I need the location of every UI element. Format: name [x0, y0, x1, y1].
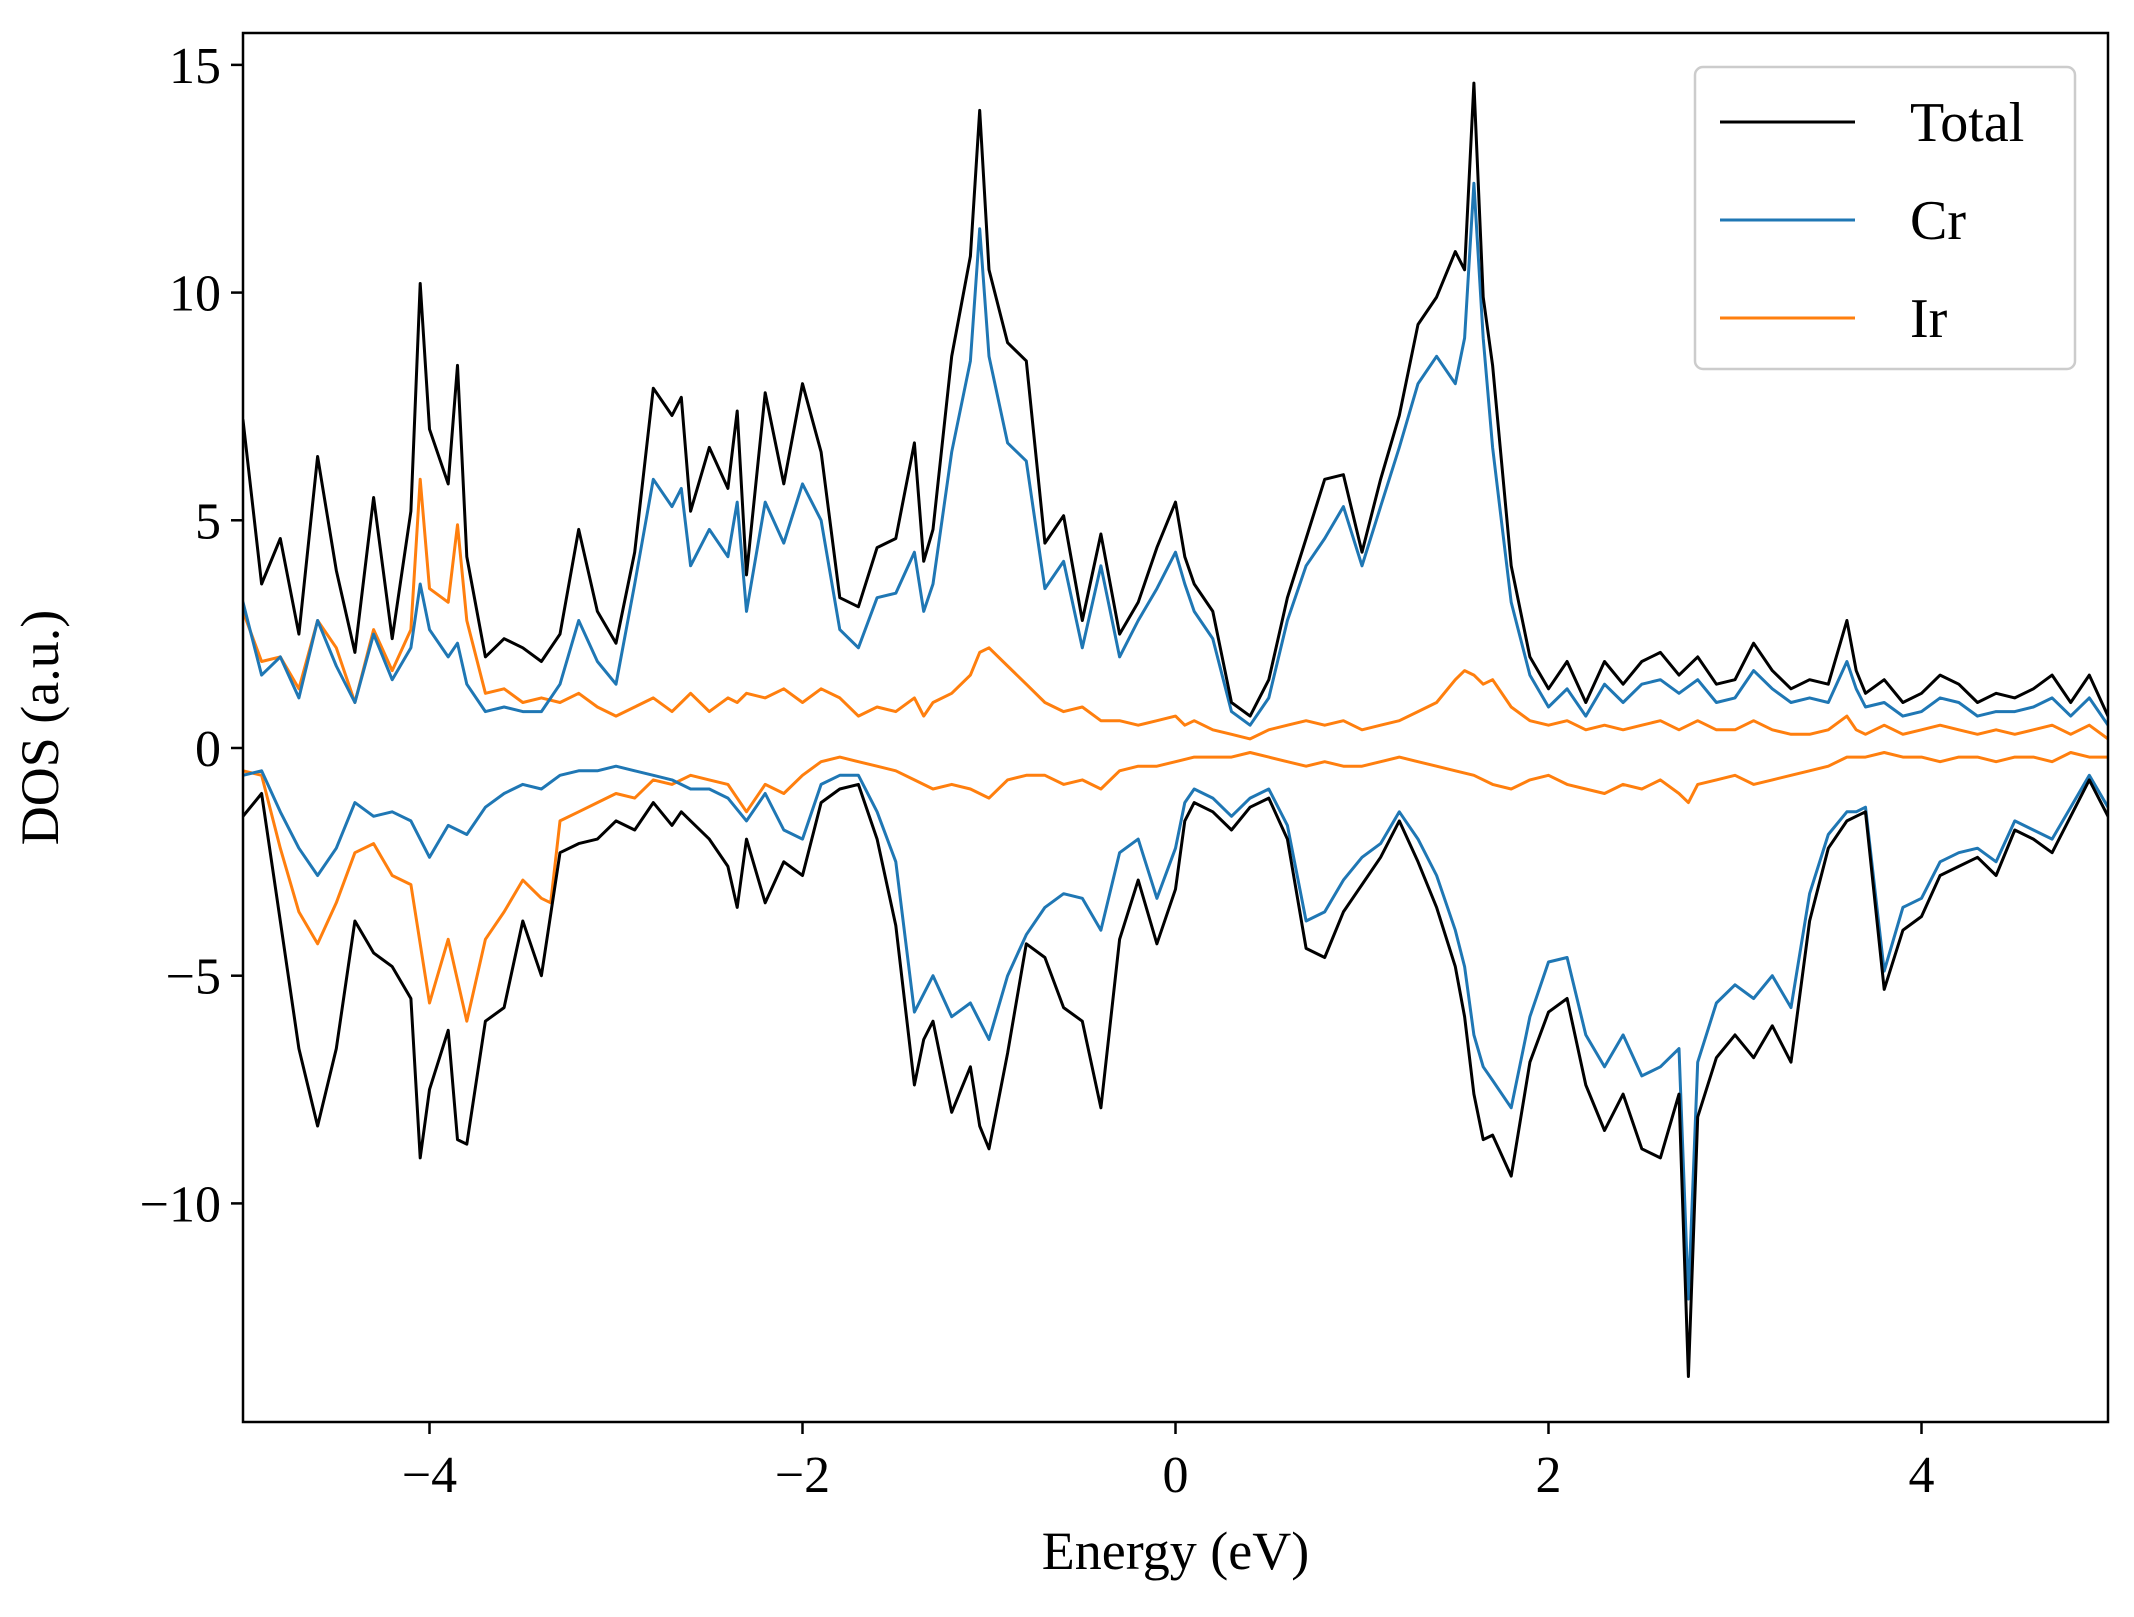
legend: Total Cr Ir — [1693, 65, 2077, 371]
y-tick-label: −10 — [140, 1176, 221, 1233]
legend-label-cr: Cr — [1910, 190, 1966, 252]
x-tick-label: 2 — [1536, 1447, 1562, 1504]
series-total-spin-up — [243, 81, 2108, 718]
series-ir-spin-up — [243, 477, 2108, 741]
y-tick-label: −5 — [166, 949, 221, 1006]
x-axis-label: Energy (eV) — [1042, 1521, 1309, 1581]
legend-label-ir: Ir — [1910, 288, 1948, 350]
series-ir-spin-down — [243, 751, 2108, 1023]
y-tick-label: 10 — [169, 266, 221, 323]
y-axis: 15 10 5 0 −5 −10 — [140, 38, 243, 1233]
y-axis-label: DOS (a.u.) — [10, 610, 70, 845]
plot-lines — [243, 81, 2108, 1378]
x-tick-label: −4 — [402, 1447, 457, 1504]
legend-box — [1693, 65, 2077, 371]
y-tick-label: 5 — [195, 493, 221, 550]
x-tick-label: 0 — [1163, 1447, 1189, 1504]
y-tick-label: 15 — [169, 38, 221, 95]
series-cr-spin-down — [243, 764, 2108, 1301]
series-cr-spin-up — [243, 181, 2108, 727]
y-tick-label: 0 — [195, 721, 221, 778]
series-total-spin-down — [243, 778, 2108, 1378]
x-tick-label: −2 — [775, 1447, 830, 1504]
legend-label-total: Total — [1910, 92, 2024, 154]
x-tick-label: 4 — [1909, 1447, 1935, 1504]
x-axis: −4 −2 0 2 4 — [402, 1422, 1935, 1504]
